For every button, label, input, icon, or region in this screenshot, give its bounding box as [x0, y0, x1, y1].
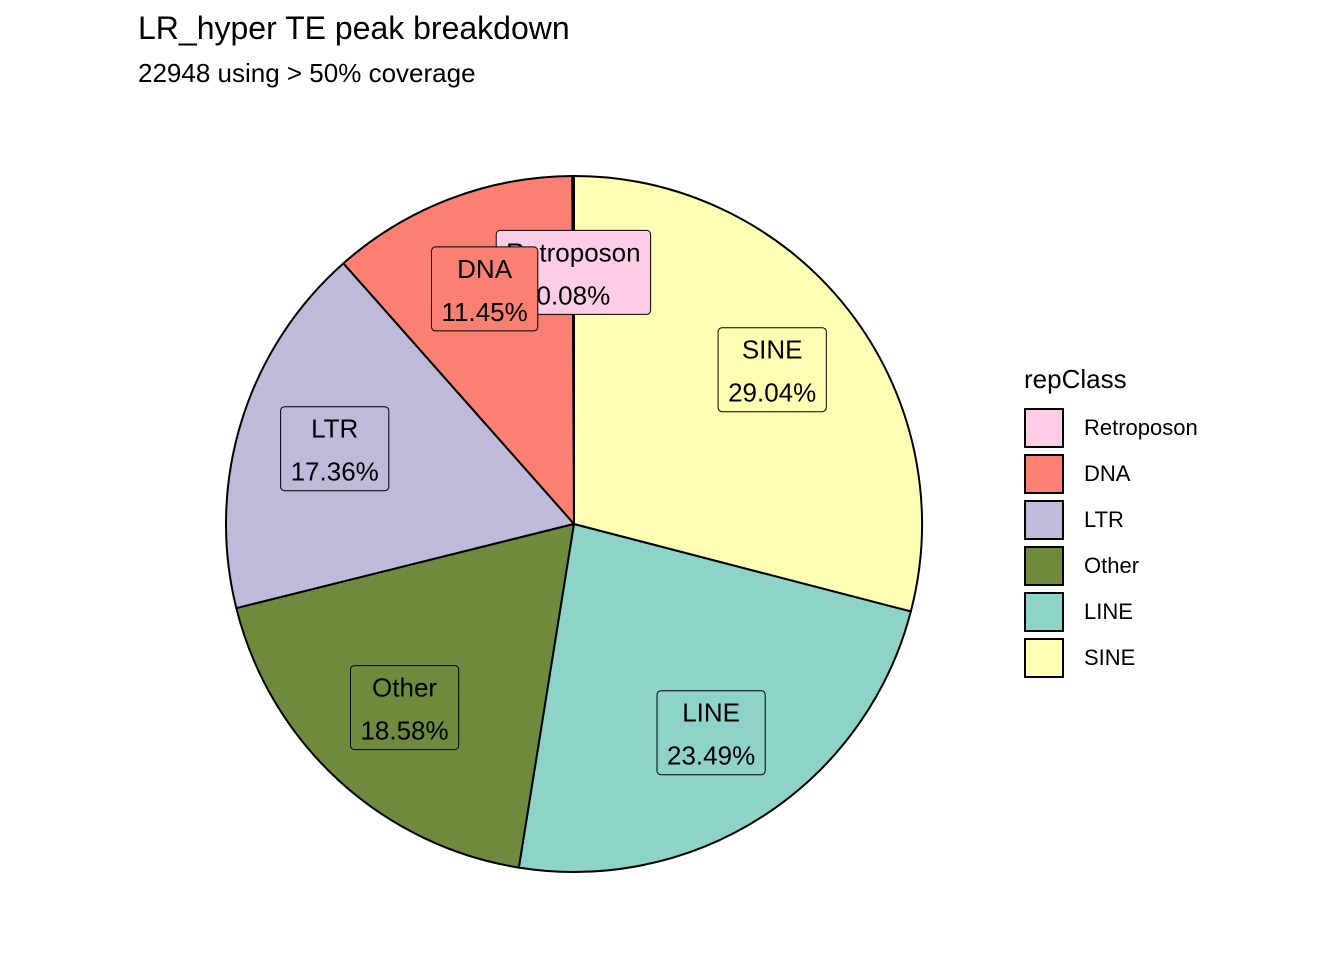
slice-label-percent: 0.08% [537, 280, 611, 310]
slice-label-box [656, 690, 766, 776]
legend-label: Retroposon [1084, 415, 1198, 440]
slice-label-name: LTR [311, 414, 358, 444]
slice-label-sine: SINE 29.04% [717, 327, 827, 413]
slice-label-dna: DNA 11.45% [431, 246, 539, 332]
slice-label-percent: 29.04% [728, 378, 816, 408]
slice-label-percent: 11.45% [441, 297, 527, 327]
slice-label-percent: 18.58% [360, 716, 448, 746]
slice-label-percent: 23.49% [667, 741, 755, 771]
slice-label-name: SINE [742, 335, 803, 365]
legend-label: Other [1084, 553, 1140, 578]
legend-key [1024, 454, 1064, 494]
slice-label-name: Other [372, 673, 437, 703]
legend: repClass Retroposon DNA LTR Other LINE SINE [1024, 364, 1198, 681]
slice-label-box [280, 406, 390, 492]
legend-items: Retroposon DNA LTR Other LINE SINE [1024, 405, 1198, 681]
legend-key [1024, 592, 1064, 632]
legend-label: LINE [1084, 599, 1133, 624]
pie-slice-ltr [225, 261, 576, 610]
legend-title: repClass [1024, 364, 1127, 394]
legend-item-line: LINE [1024, 589, 1198, 635]
slice-label-line: LINE 23.49% [656, 690, 766, 776]
slice-label-other: Other 18.58% [350, 665, 460, 751]
legend-item-other: Other [1024, 543, 1198, 589]
legend-key [1024, 546, 1064, 586]
legend-key [1024, 638, 1064, 678]
legend-item-ltr: LTR [1024, 497, 1198, 543]
legend-key [1024, 500, 1064, 540]
slice-label-name: DNA [457, 254, 513, 284]
slice-label-box [431, 246, 539, 332]
legend-key [1024, 408, 1064, 448]
legend-label: DNA [1084, 461, 1131, 486]
slice-label-name: LINE [682, 698, 740, 728]
slice-label-box [717, 327, 827, 413]
legend-item-sine: SINE [1024, 635, 1198, 681]
slice-label-percent: 17.36% [291, 457, 379, 487]
legend-item-dna: DNA [1024, 451, 1198, 497]
chart-subtitle: 22948 using > 50% coverage [138, 58, 476, 88]
legend-item-retroposon: Retroposon [1024, 405, 1198, 451]
legend-label: SINE [1084, 645, 1136, 670]
chart-title: LR_hyper TE peak breakdown [138, 10, 570, 46]
slice-label-ltr: LTR 17.36% [280, 406, 390, 492]
slice-label-box [350, 665, 460, 751]
legend-label: LTR [1084, 507, 1124, 532]
